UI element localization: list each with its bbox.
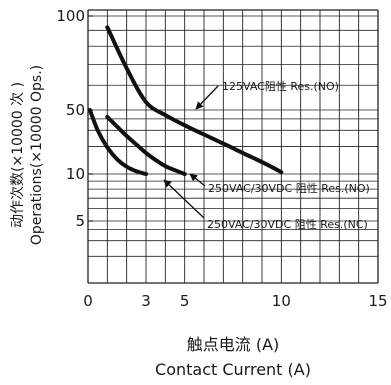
- curve-250vac-nc: [87, 108, 148, 176]
- annotation-125vac-no: 125VAC阻性 Res.(NO): [222, 79, 339, 93]
- y-axis-label-cn: 动作次数(×10000 次 ): [10, 82, 26, 228]
- curves: [87, 25, 284, 176]
- x-axis-label-en: Contact Current (A): [155, 360, 311, 379]
- x-tick-label: 3: [141, 292, 151, 310]
- x-tick-label: 10: [272, 292, 291, 310]
- y-axis-label-en: Operations(×10000 Ops.): [29, 65, 45, 245]
- leaders: [163, 85, 219, 219]
- x-tick-label: 0: [83, 292, 93, 310]
- annotation-250vac-nc: 250VAC/30VDC 阻性 Res.(NC): [207, 217, 368, 231]
- y-tick-label: 10: [66, 165, 85, 183]
- curve-250vac-no: [105, 114, 187, 176]
- y-tick-label: 50: [66, 101, 85, 119]
- x-axis-label-cn: 触点电流 (A): [187, 335, 280, 354]
- grid: [87, 9, 379, 284]
- y-tick-label: 5: [75, 212, 85, 230]
- tick-labels: 0 3 5 10 15 100 50 10 5: [56, 7, 387, 310]
- leader-250vac-no: [189, 173, 206, 187]
- curve-125vac-no: [105, 25, 284, 175]
- leader-250vac-nc: [163, 179, 205, 219]
- x-tick-label: 5: [180, 292, 190, 310]
- annotation-250vac-no: 250VAC/30VDC 阻性 Res.(NO): [208, 181, 370, 195]
- leader-125vac-no: [195, 85, 219, 110]
- y-tick-label: 100: [56, 7, 85, 25]
- x-tick-label: 15: [368, 292, 387, 310]
